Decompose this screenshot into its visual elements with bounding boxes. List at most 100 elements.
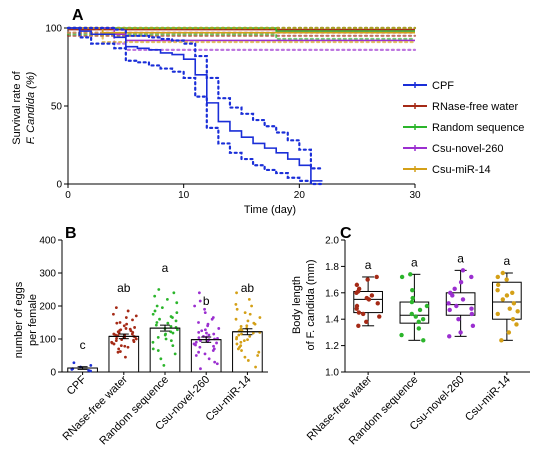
- data-point: [410, 287, 415, 293]
- data-point: [197, 336, 201, 340]
- data-point: [156, 335, 160, 339]
- box: [445, 292, 476, 316]
- data-point: [215, 362, 219, 366]
- legend-label: Csu-novel-260: [432, 143, 504, 155]
- data-point: [153, 309, 157, 313]
- y-tick-label: 1.6: [325, 288, 339, 299]
- data-point: [243, 355, 247, 359]
- data-point: [248, 312, 252, 316]
- data-point: [197, 331, 201, 334]
- data-point: [203, 328, 207, 332]
- y-axis-label-line1: Body length: [291, 276, 303, 334]
- data-point: [251, 331, 255, 335]
- data-point: [510, 317, 516, 322]
- data-point: [169, 325, 173, 328]
- data-point: [235, 335, 239, 339]
- data-point: [448, 290, 453, 295]
- data-point: [155, 304, 159, 308]
- data-point: [239, 344, 243, 347]
- data-point: [499, 338, 504, 343]
- data-point: [157, 288, 161, 291]
- data-point: [171, 331, 175, 335]
- data-point: [194, 354, 198, 357]
- data-point: [123, 344, 127, 348]
- data-point: [115, 321, 119, 325]
- series-ci-lower: [66, 33, 417, 41]
- data-point: [416, 326, 422, 331]
- data-point: [203, 352, 207, 356]
- data-point: [236, 347, 240, 351]
- data-point: [203, 307, 206, 311]
- data-point: [257, 350, 261, 354]
- data-point: [124, 316, 128, 319]
- data-point: [504, 293, 510, 298]
- data-point: [413, 314, 418, 319]
- y-tick-label: 1.2: [325, 341, 339, 352]
- data-point: [164, 332, 167, 336]
- data-point: [421, 338, 426, 343]
- data-point: [500, 270, 506, 276]
- data-point: [506, 330, 512, 335]
- x-tick-label: 30: [409, 190, 421, 201]
- data-point: [176, 328, 179, 332]
- data-point: [469, 306, 474, 311]
- data-point: [356, 310, 362, 315]
- data-point: [447, 334, 452, 339]
- data-point: [235, 342, 239, 346]
- data-point: [207, 333, 211, 337]
- significance-letter: a: [162, 261, 169, 275]
- data-point: [153, 294, 157, 298]
- data-point: [369, 293, 375, 298]
- data-point: [126, 309, 130, 313]
- data-point: [495, 282, 501, 288]
- data-point: [175, 301, 179, 305]
- y-tick-label: 100: [39, 335, 56, 346]
- data-point: [124, 327, 128, 330]
- data-point: [169, 330, 173, 334]
- data-point: [247, 298, 251, 301]
- data-point: [119, 344, 123, 347]
- significance-letter: b: [203, 294, 210, 308]
- y-tick-label: 400: [39, 236, 56, 247]
- data-point: [114, 339, 118, 343]
- data-point: [162, 364, 166, 367]
- data-point: [354, 282, 360, 288]
- data-point: [515, 309, 520, 314]
- data-point: [410, 295, 415, 301]
- y-axis-label-line2: of F. candida (mm): [305, 259, 317, 350]
- data-point: [174, 319, 178, 323]
- data-point: [234, 317, 238, 321]
- data-point: [124, 355, 127, 359]
- data-point: [239, 325, 243, 328]
- data-point: [240, 332, 243, 336]
- box: [353, 290, 383, 314]
- data-point: [424, 303, 430, 309]
- data-point: [235, 291, 238, 295]
- data-point: [197, 350, 201, 354]
- data-point: [469, 274, 474, 280]
- panel-label-b: B: [65, 225, 77, 242]
- significance-letter: a: [365, 258, 372, 272]
- data-point: [198, 299, 202, 303]
- y-axis-label-line2: F. Candida (%): [25, 71, 37, 144]
- data-point: [193, 304, 197, 308]
- data-point: [399, 332, 404, 338]
- data-point: [356, 286, 362, 292]
- data-point: [117, 347, 121, 351]
- data-point: [246, 359, 250, 362]
- data-point: [169, 339, 173, 343]
- data-point: [197, 321, 200, 324]
- data-point: [460, 297, 466, 302]
- significance-letter: a: [457, 251, 464, 265]
- legend-label: CPF: [432, 80, 454, 92]
- y-axis-label-line1: Survival rate of: [11, 70, 23, 144]
- data-point: [235, 307, 239, 311]
- data-point: [215, 341, 218, 345]
- data-point: [447, 307, 452, 313]
- x-tick-label: 20: [294, 190, 306, 201]
- data-point: [458, 330, 463, 335]
- data-point: [375, 301, 380, 306]
- y-tick-label: 2.0: [325, 236, 339, 247]
- data-point: [495, 287, 500, 293]
